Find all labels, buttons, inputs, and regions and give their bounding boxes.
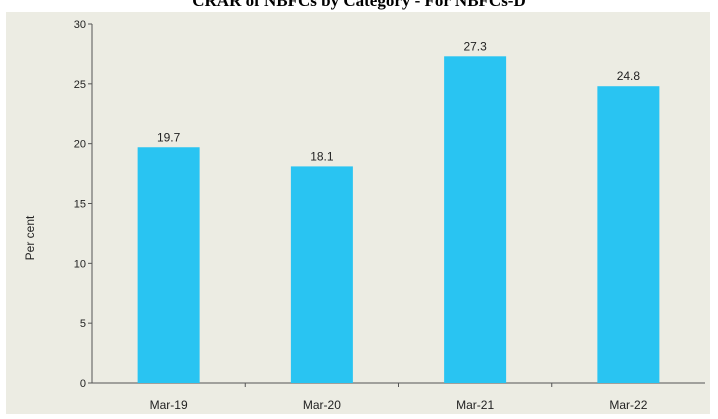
- data-label: 27.3: [463, 39, 487, 53]
- data-label: 19.7: [157, 130, 181, 144]
- x-axis: Mar-19 Mar-20 Mar-21 Mar-22: [92, 382, 705, 412]
- y-tick-label: 10: [74, 258, 86, 270]
- y-tick-label: 5: [80, 318, 86, 330]
- bars: [137, 56, 660, 384]
- bar-mar-21: [444, 56, 507, 384]
- x-tick-label: Mar-19: [150, 398, 188, 412]
- bar-mar-20: [290, 166, 353, 383]
- y-tick-label: 20: [74, 139, 86, 151]
- y-tick-label: 0: [80, 378, 86, 390]
- y-tick-label: 30: [74, 19, 86, 31]
- y-tick-label: 25: [74, 79, 86, 91]
- bar-mar-22: [597, 86, 660, 383]
- y-axis-title: Per cent: [23, 215, 37, 260]
- data-labels: 19.7 18.1 27.3 24.8: [157, 39, 640, 163]
- y-tick-label: 15: [74, 199, 86, 211]
- y-axis: 0 5 10 15 20 25 30: [74, 19, 93, 390]
- data-label: 24.8: [617, 69, 641, 83]
- plot-panel: [6, 12, 710, 414]
- x-tick-label: Mar-20: [303, 398, 341, 412]
- data-label: 18.1: [310, 149, 334, 163]
- bar-mar-19: [137, 147, 200, 383]
- x-tick-label: Mar-22: [609, 398, 647, 412]
- x-tick-label: Mar-21: [456, 398, 494, 412]
- chart-title: CRAR of NBFCs by Category - For NBFCs-D: [192, 0, 526, 10]
